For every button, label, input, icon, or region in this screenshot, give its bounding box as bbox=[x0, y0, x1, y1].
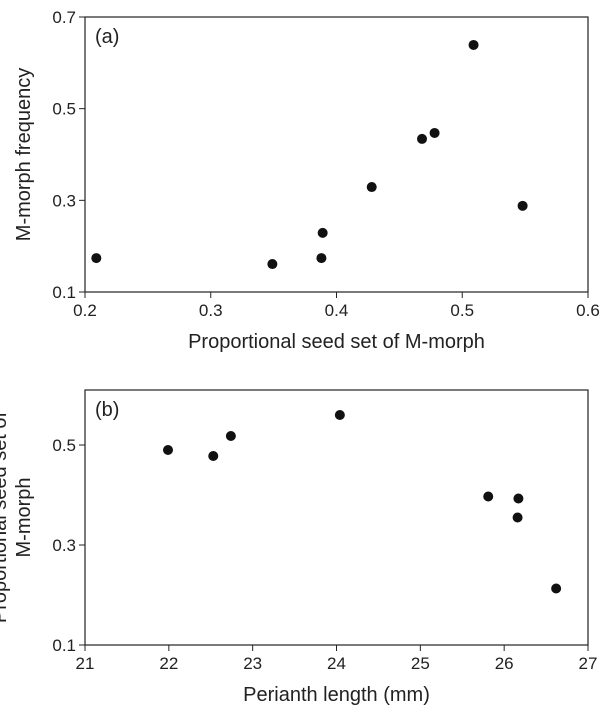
y-tick-label: 0.3 bbox=[52, 536, 76, 555]
point bbox=[513, 493, 524, 504]
x-axis-label: Perianth length (mm) bbox=[243, 684, 430, 706]
y-tick-label: 0.5 bbox=[52, 100, 76, 119]
y-tick-label: 0.5 bbox=[52, 436, 76, 455]
x-tick-label: 27 bbox=[579, 654, 598, 673]
point bbox=[334, 410, 345, 420]
point bbox=[417, 133, 428, 144]
point bbox=[267, 259, 278, 270]
x-tick-label: 26 bbox=[495, 654, 514, 673]
plot-frame bbox=[84, 389, 589, 646]
point bbox=[483, 491, 494, 502]
y-axis-label: M-morph bbox=[13, 477, 35, 557]
x-tick-label: 24 bbox=[327, 654, 346, 673]
x-tick-label: 21 bbox=[76, 654, 95, 673]
x-tick-label: 0.5 bbox=[450, 301, 474, 320]
x-tick-label: 0.6 bbox=[576, 301, 600, 320]
point bbox=[366, 182, 377, 193]
y-axis-label: M-morph frequency bbox=[13, 68, 35, 241]
y-tick-label: 0.7 bbox=[52, 8, 76, 27]
point bbox=[91, 253, 102, 264]
point bbox=[317, 227, 328, 238]
y-axis-label: Proportional seed set of bbox=[0, 411, 11, 623]
point bbox=[517, 200, 528, 211]
point bbox=[429, 127, 440, 138]
x-tick-label: 23 bbox=[243, 654, 262, 673]
point bbox=[162, 445, 173, 455]
y-tick-label: 0.1 bbox=[52, 636, 76, 655]
x-tick-label: 0.2 bbox=[73, 301, 97, 320]
x-tick-label: 0.3 bbox=[199, 301, 223, 320]
y-tick-label: 0.1 bbox=[52, 283, 76, 302]
y-tick-label: 0.3 bbox=[52, 191, 76, 210]
point bbox=[468, 39, 479, 50]
point bbox=[225, 431, 236, 441]
panel-label: (a) bbox=[95, 26, 119, 48]
plot-frame bbox=[84, 16, 589, 293]
x-tick-label: 22 bbox=[159, 654, 178, 673]
panel-label: (b) bbox=[95, 399, 119, 421]
x-tick-label: 25 bbox=[411, 654, 430, 673]
point bbox=[316, 253, 327, 264]
x-tick-label: 0.4 bbox=[325, 301, 349, 320]
point bbox=[512, 512, 523, 523]
point bbox=[208, 451, 219, 461]
x-axis-label: Proportional seed set of M-morph bbox=[188, 331, 485, 353]
point bbox=[551, 583, 562, 594]
